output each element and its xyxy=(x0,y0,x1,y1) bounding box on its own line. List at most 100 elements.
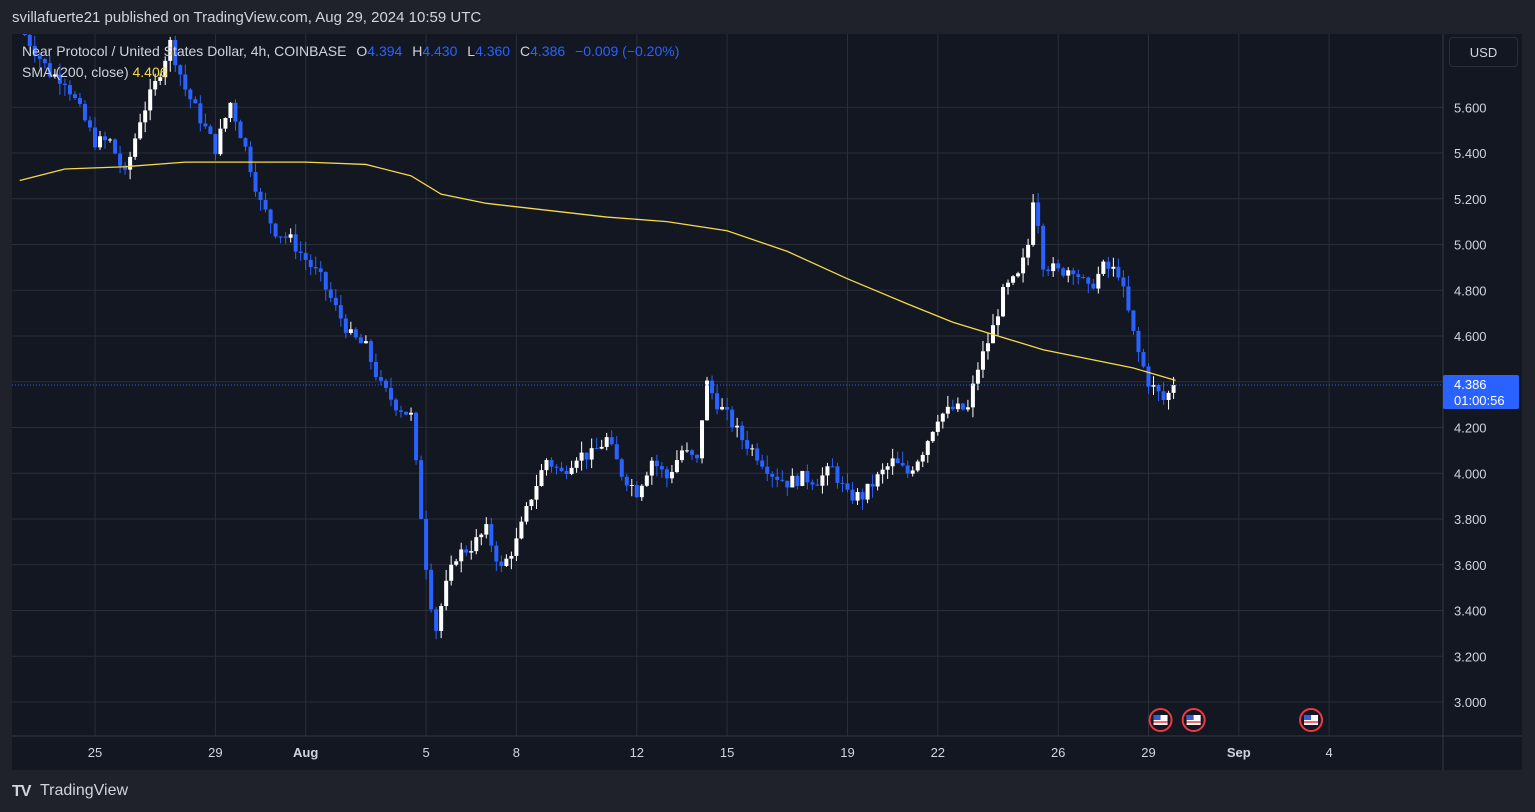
y-tick-label: 5.600 xyxy=(1454,100,1487,115)
candle-body xyxy=(454,561,459,565)
candle-body xyxy=(765,466,770,474)
candle-body xyxy=(624,476,629,486)
sma-row: SMA (200, close) 4.406 xyxy=(22,64,679,85)
candle-body xyxy=(569,467,574,475)
candle-body xyxy=(945,406,950,414)
candle-body xyxy=(905,465,910,474)
candle-body xyxy=(885,466,890,470)
candle-body xyxy=(975,369,980,384)
candle-body xyxy=(659,466,664,470)
candle-body xyxy=(504,558,509,566)
candle-body xyxy=(830,466,835,468)
candle-body xyxy=(203,123,208,127)
candle-body xyxy=(1161,391,1166,400)
candle-body xyxy=(735,425,740,428)
x-tick-label: 15 xyxy=(720,745,734,760)
footer-brand[interactable]: TradingView xyxy=(40,782,129,799)
candle-body xyxy=(970,383,975,408)
published-text: svillafuerte21 published on TradingView.… xyxy=(12,9,482,26)
candle-body xyxy=(293,234,298,252)
candle-body xyxy=(469,551,474,553)
x-tick-label: 22 xyxy=(931,745,945,760)
candle-body xyxy=(118,153,123,166)
y-tick-label: 4.600 xyxy=(1454,329,1487,344)
candle-body xyxy=(825,466,830,476)
close-value: 4.386 xyxy=(530,43,566,59)
flag-canton xyxy=(1304,715,1312,720)
candle-body xyxy=(303,252,308,260)
candle-body xyxy=(965,407,970,410)
candle-body xyxy=(770,473,775,477)
candle-body xyxy=(238,121,243,139)
candle-body xyxy=(494,545,499,562)
candle-body xyxy=(845,483,850,490)
candle-body xyxy=(27,34,32,46)
candle-body xyxy=(113,139,118,154)
candle-body xyxy=(414,412,419,461)
sma-line xyxy=(19,161,1176,382)
candle-body xyxy=(564,471,569,475)
candle-body xyxy=(524,506,529,522)
candle-body xyxy=(805,470,810,483)
chart-pane[interactable] xyxy=(12,34,1522,770)
candle-body xyxy=(750,448,755,450)
candle-body xyxy=(529,499,534,507)
x-tick-label: 25 xyxy=(88,745,102,760)
candle-body xyxy=(108,139,113,141)
candle-body xyxy=(178,65,183,75)
candle-body xyxy=(353,329,358,338)
candle-body xyxy=(554,466,559,468)
candle-body xyxy=(644,475,649,486)
sma-value: 4.406 xyxy=(132,64,168,80)
y-tick-label: 3.600 xyxy=(1454,558,1487,573)
candle-body xyxy=(409,412,414,415)
candle-body xyxy=(539,470,544,487)
symbol-title[interactable]: Near Protocol / United States Dollar, 4h… xyxy=(22,43,347,59)
candle-body xyxy=(740,425,745,441)
candle-body xyxy=(394,399,398,411)
candle-body xyxy=(479,534,484,538)
candle-body xyxy=(860,492,865,500)
candle-body xyxy=(22,34,27,35)
candle-body xyxy=(850,489,855,501)
x-tick-label: Aug xyxy=(293,745,318,760)
candle-body xyxy=(594,448,599,450)
candle-body xyxy=(700,420,705,459)
candle-body xyxy=(870,483,875,487)
low-value: 4.360 xyxy=(475,43,511,59)
tradingview-logo-icon[interactable]: TV xyxy=(12,783,31,800)
candle-body xyxy=(1066,270,1071,276)
candle-body xyxy=(815,484,820,486)
candle-body xyxy=(820,475,825,486)
candle-body xyxy=(143,110,148,123)
candle-body xyxy=(715,393,720,410)
candle-body xyxy=(835,466,840,483)
candle-body xyxy=(930,431,935,442)
candle-body xyxy=(213,133,218,155)
candle-body xyxy=(158,77,163,81)
candle-body xyxy=(950,406,955,410)
currency-button[interactable]: USD xyxy=(1449,37,1518,67)
candle-body xyxy=(47,63,52,77)
candle-body xyxy=(399,410,404,412)
candle-body xyxy=(1141,352,1146,367)
candle-body xyxy=(474,537,479,552)
candle-body xyxy=(404,411,409,415)
candle-body xyxy=(233,102,238,122)
sma-label[interactable]: SMA (200, close) xyxy=(22,64,129,80)
x-tick-label: 29 xyxy=(1141,745,1155,760)
candle-body xyxy=(82,104,87,121)
candle-body xyxy=(288,234,293,238)
candle-body xyxy=(253,172,258,192)
candle-body xyxy=(1026,244,1031,258)
candle-body xyxy=(1046,269,1051,272)
candle-body xyxy=(509,555,514,559)
candle-body xyxy=(985,343,990,352)
candle-body xyxy=(133,138,138,157)
candle-body xyxy=(1021,257,1026,274)
x-tick-label: 26 xyxy=(1051,745,1065,760)
candle-body xyxy=(1166,392,1171,400)
y-tick-label: 3.800 xyxy=(1454,512,1487,527)
candle-body xyxy=(664,469,669,479)
